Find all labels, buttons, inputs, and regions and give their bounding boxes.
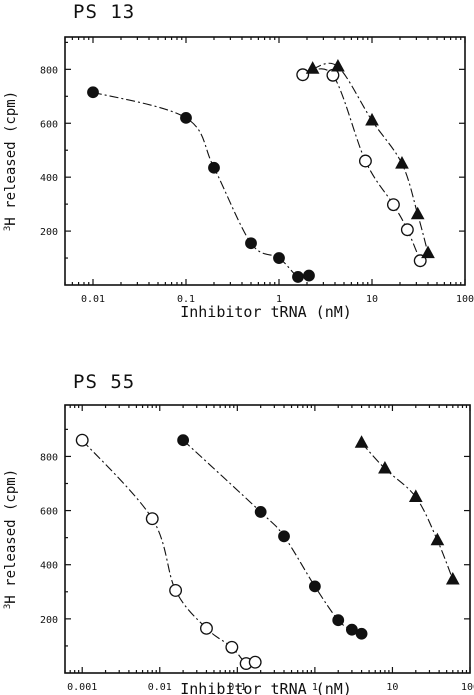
data-point-filled-circle: [254, 506, 267, 518]
x-axis-label: Inhibitor tRNA (nM): [180, 680, 352, 695]
x-axis-ticks: 0.01 0.1 1 10 100: [64, 37, 474, 305]
series-curve: [81, 439, 256, 665]
x-tick-label: 10: [366, 294, 378, 305]
data-point-filled-circle: [180, 111, 192, 124]
x-tick-label: 0.1: [177, 294, 195, 305]
y-axis-label-text: H released (cpm): [3, 469, 19, 604]
y-tick-label: 600: [40, 507, 58, 518]
chart-title: PS 55: [73, 371, 135, 393]
x-tick-label: 0.1: [228, 682, 246, 693]
y-tick-label: 400: [40, 173, 58, 184]
data-point-triangle: [445, 571, 460, 585]
data-point-open-circle: [386, 198, 400, 212]
x-tick-label: 1: [276, 294, 282, 305]
x-tick-label: 10: [386, 682, 398, 693]
data-point-triangle: [331, 59, 345, 72]
y-tick-label: 600: [40, 119, 58, 130]
data-point-triangle: [408, 489, 423, 502]
series-curves: [81, 439, 454, 665]
y-axis-label-text: H released (cpm): [3, 91, 19, 226]
x-tick-label: 0.001: [67, 682, 97, 693]
data-point-filled-circle: [177, 434, 190, 447]
series-curve: [92, 91, 310, 279]
x-axis-ticks: 0.001 0.01 0.1 1 10 100: [64, 405, 474, 693]
data-point-open-circle: [296, 68, 310, 82]
data-point-filled-circle: [278, 530, 290, 543]
y-axis-label-superscript: 3: [3, 604, 13, 609]
data-point-filled-circle: [273, 252, 285, 264]
data-point-filled-circle: [303, 269, 315, 282]
y-axis-label-superscript: 3: [3, 226, 13, 231]
x-tick-label: 0.01: [148, 682, 172, 693]
x-tick-label: 0.01: [81, 294, 105, 305]
data-point-open-circle: [400, 223, 414, 237]
x-tick-label: 100: [461, 682, 474, 693]
data-point-filled-circle: [308, 580, 321, 593]
y-axis-label: 3H released (cpm): [3, 469, 19, 609]
y-axis-ticks: 200 400 600 800: [40, 41, 465, 259]
x-tick-label: 1: [312, 682, 318, 693]
data-point-filled-circle: [208, 161, 220, 174]
data-point-filled-circle: [345, 623, 358, 636]
data-point-triangle: [430, 532, 445, 546]
y-axis-ticks: 200 400 600 800: [40, 428, 470, 647]
y-tick-label: 800: [40, 65, 58, 76]
x-axis-label: Inhibitor tRNA (nM): [180, 303, 352, 321]
plot-frame: [64, 36, 466, 286]
panel-ps13: PS 13 0.01 0.1 1 10 100 200 400 600 800 Inhibit…: [3, 1, 474, 321]
data-point-filled-circle: [292, 271, 304, 283]
series-curve: [361, 442, 454, 580]
data-point-triangle: [305, 61, 320, 74]
data-point-open-circle: [225, 640, 239, 654]
series-curves: [92, 62, 429, 279]
data-point-triangle: [395, 156, 409, 169]
y-tick-label: 200: [40, 615, 58, 626]
x-tick-label: 100: [456, 294, 474, 305]
data-point-triangle: [378, 460, 392, 474]
y-axis-label: 3H released (cpm): [3, 91, 19, 231]
data-point-filled-circle: [245, 237, 257, 250]
data-point-triangle: [354, 435, 369, 448]
data-point-filled-circle: [332, 614, 345, 627]
data-point-triangle: [410, 206, 425, 220]
data-point-open-circle: [169, 583, 183, 597]
series-curve: [182, 439, 362, 635]
panel-ps55: PS 55 0.001 0.01 0.1 1 10 100 200 400 600 800 In…: [3, 371, 474, 695]
series-markers: [87, 59, 435, 283]
chart-title: PS 13: [73, 1, 135, 23]
data-point-filled-circle: [87, 86, 99, 99]
data-point-open-circle: [75, 433, 89, 447]
data-point-triangle: [365, 112, 379, 126]
data-point-filled-circle: [355, 627, 368, 640]
plot-frame: [64, 404, 471, 674]
y-tick-label: 200: [40, 227, 58, 238]
y-tick-label: 400: [40, 561, 58, 572]
series-markers: [75, 433, 460, 670]
data-point-open-circle: [145, 512, 159, 526]
data-point-open-circle: [358, 154, 372, 168]
data-point-open-circle: [200, 621, 213, 635]
data-point-open-circle: [248, 655, 262, 669]
data-point-triangle: [421, 245, 435, 259]
y-tick-label: 800: [40, 452, 58, 463]
